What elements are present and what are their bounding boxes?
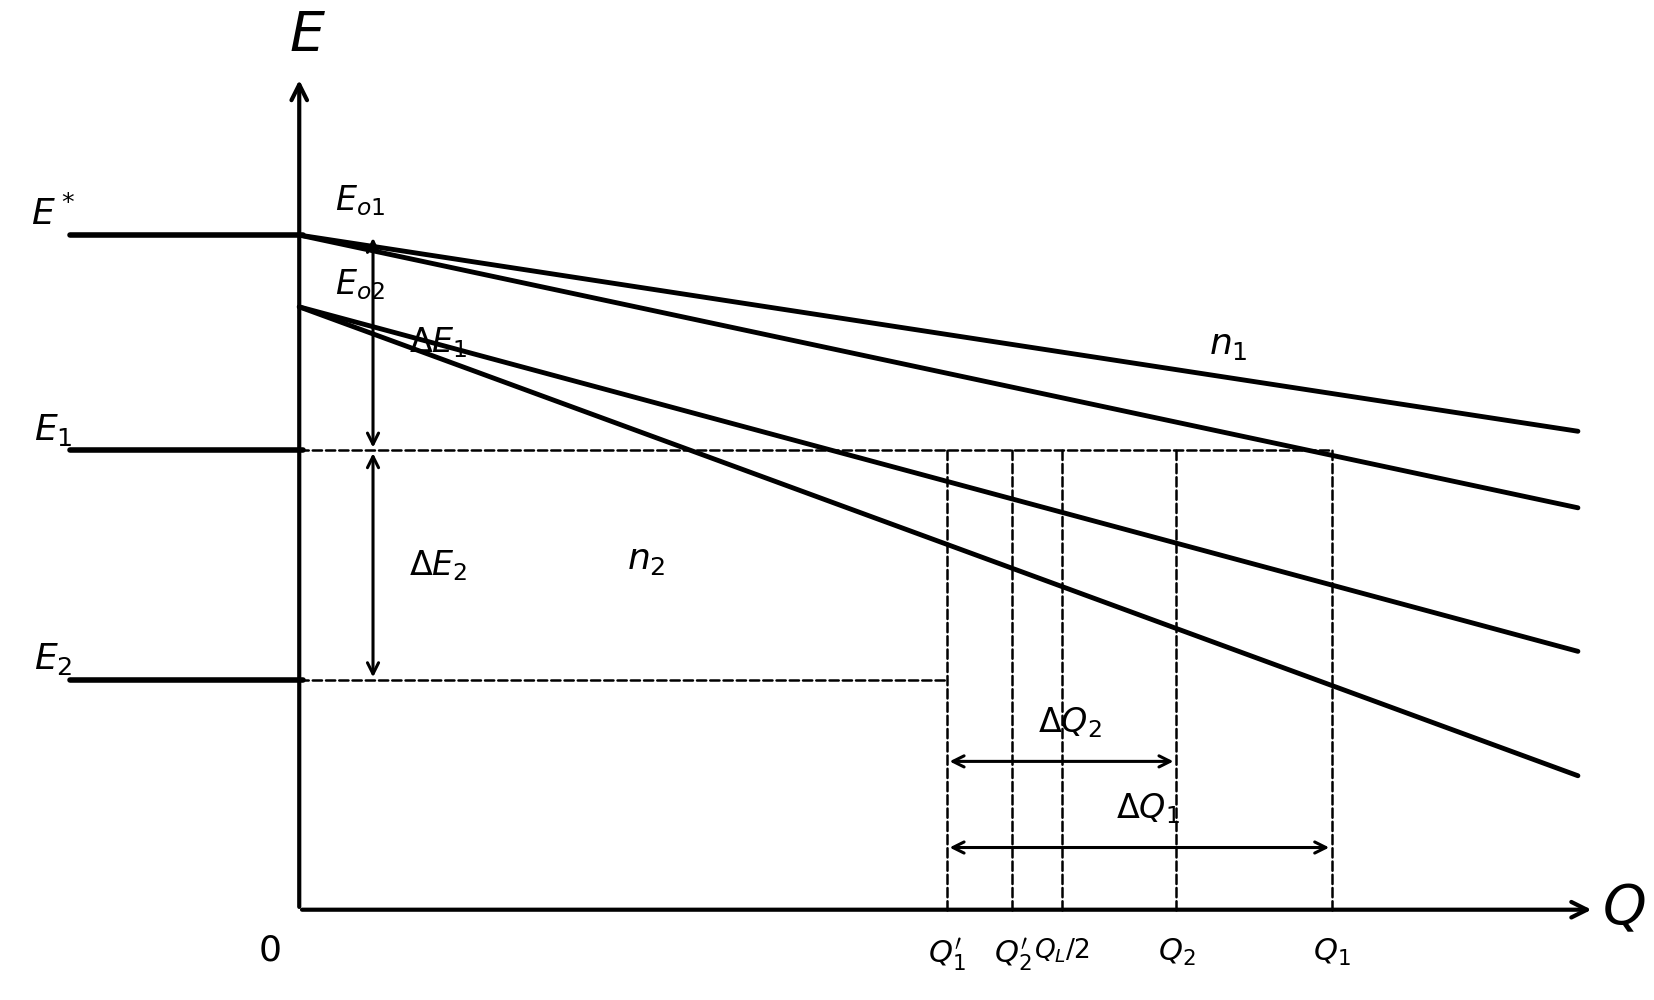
Text: $Q_2'$: $Q_2'$ [994,937,1030,974]
Text: $Q_1'$: $Q_1'$ [928,937,966,974]
Text: $E_{o1}$: $E_{o1}$ [336,183,385,218]
Text: $Q_L/2$: $Q_L/2$ [1034,937,1090,965]
Text: $Q_1$: $Q_1$ [1313,937,1351,968]
Text: $0$: $0$ [258,934,281,968]
Text: $E$: $E$ [289,9,326,63]
Text: $E^*$: $E^*$ [31,196,76,232]
Text: $E_2$: $E_2$ [35,641,73,677]
Text: $Q$: $Q$ [1603,883,1646,937]
Text: $ΔE_2$: $ΔE_2$ [409,548,468,583]
Text: $ΔE_1$: $ΔE_1$ [409,325,468,360]
Text: $Q_2$: $Q_2$ [1158,937,1196,968]
Text: $n_1$: $n_1$ [1209,328,1247,362]
Text: $E_{o2}$: $E_{o2}$ [336,267,385,302]
Text: $ΔQ_2$: $ΔQ_2$ [1037,706,1102,740]
Text: $E_1$: $E_1$ [35,412,73,448]
Text: $n_2$: $n_2$ [627,543,665,577]
Text: $ΔQ_1$: $ΔQ_1$ [1116,792,1179,826]
